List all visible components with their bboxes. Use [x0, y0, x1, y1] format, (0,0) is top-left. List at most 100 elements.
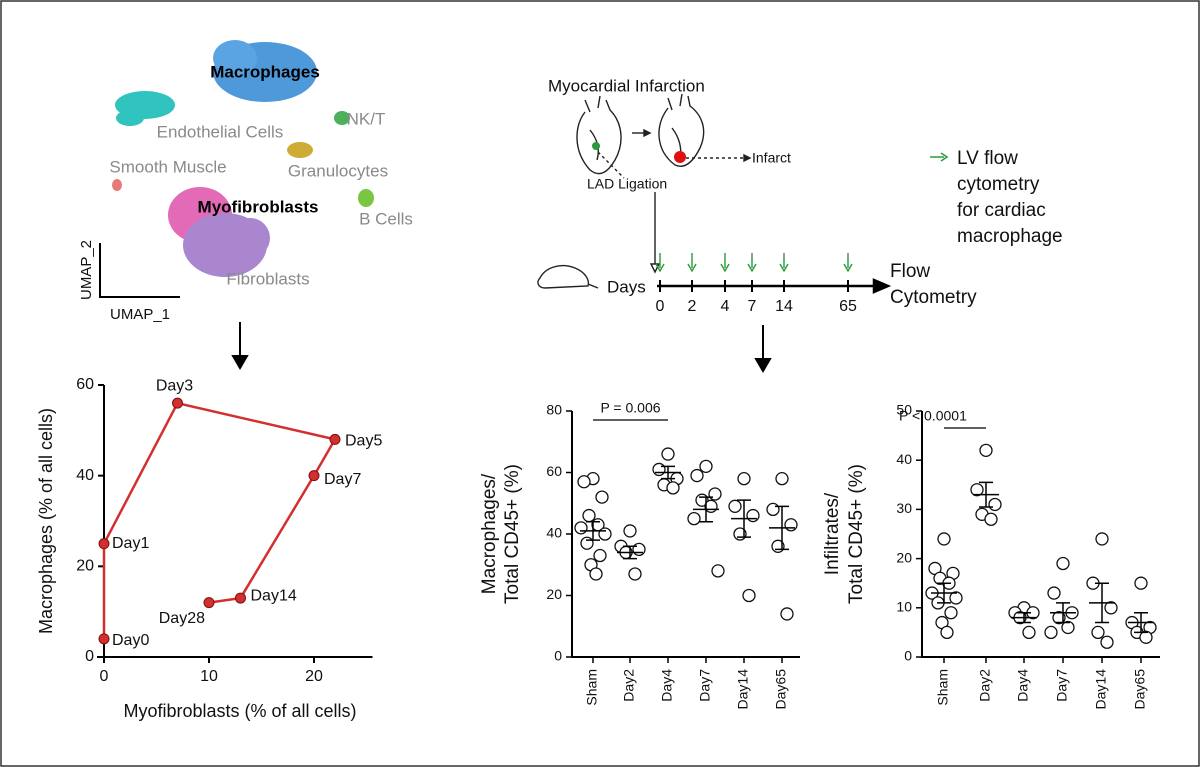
legend-text: for cardiac — [957, 200, 1046, 221]
data-point — [623, 524, 637, 538]
y-tick-label: 20 — [76, 558, 94, 575]
legend-text: cytometry — [957, 174, 1040, 195]
cluster-label: Macrophages — [210, 62, 320, 81]
error-bar — [1017, 611, 1031, 624]
data-point — [742, 588, 756, 603]
category-label: Day14 — [735, 669, 751, 710]
error-bar — [737, 499, 751, 538]
error-bar — [623, 545, 637, 560]
category-label: Sham — [935, 669, 951, 706]
point-label: Day1 — [112, 535, 149, 552]
category-label: Day4 — [659, 669, 675, 702]
data-point — [589, 567, 603, 581]
ligation-label: LAD Ligation — [587, 176, 667, 192]
data-point — [580, 536, 594, 550]
data-point — [1139, 630, 1153, 644]
y-axis-label: Infiltrates/ — [822, 492, 843, 575]
data-point — [632, 542, 646, 557]
data-point — [737, 471, 751, 486]
legend-text: macrophage — [957, 226, 1063, 247]
timeline-day: 2 — [688, 298, 697, 315]
data-point — [728, 499, 742, 513]
category-label: Day65 — [773, 669, 789, 710]
data-point — [1052, 610, 1066, 625]
umap-axes — [99, 243, 180, 298]
error-bar — [586, 520, 600, 541]
x-axis-label: Myofibroblasts (% of all cells) — [123, 701, 356, 721]
category-label: Sham — [584, 669, 600, 706]
cluster-label: NK/T — [347, 109, 386, 128]
error-bar — [979, 481, 993, 508]
data-point — [690, 468, 704, 483]
legend-arrow — [930, 152, 949, 162]
point — [235, 592, 246, 604]
cluster-label: B Cells — [359, 209, 413, 228]
data-point — [1044, 625, 1058, 640]
sample-arrow-head — [747, 263, 757, 273]
schematic-title: Myocardial Infarction — [548, 76, 705, 95]
point-label: Day5 — [345, 433, 382, 450]
timeline-day: 14 — [775, 298, 793, 315]
data-point — [1104, 601, 1118, 615]
category-label: Day14 — [1093, 669, 1109, 710]
x-tick-label: 10 — [200, 668, 218, 685]
cluster-label: Granulocytes — [288, 161, 388, 180]
timeline — [657, 278, 892, 294]
sample-arrow-head — [843, 263, 853, 273]
data-point — [1100, 635, 1114, 649]
error-bar — [775, 505, 789, 551]
category-label: Day7 — [1054, 669, 1070, 702]
x-tick-label: 20 — [305, 668, 323, 685]
ligation-site — [592, 142, 600, 150]
data-point — [711, 564, 725, 578]
point — [98, 633, 110, 645]
y-axis-label: Total CD45+ (%) — [846, 464, 867, 604]
sample-arrow-head — [687, 263, 697, 273]
category-label: Day2 — [977, 669, 993, 702]
y-tick-label: 40 — [546, 525, 562, 541]
data-point — [1061, 620, 1075, 635]
error-bar — [937, 582, 951, 604]
point-label: Day3 — [156, 377, 193, 394]
y-tick-label: 60 — [76, 376, 94, 393]
data-point — [708, 487, 722, 501]
data-point — [780, 607, 794, 621]
y-tick-label: 40 — [76, 467, 94, 484]
data-point — [984, 512, 998, 526]
data-point — [598, 527, 612, 541]
umap-clusters — [112, 40, 374, 277]
sample-arrow-head — [779, 263, 789, 273]
data-point — [1022, 625, 1036, 640]
data-point — [687, 511, 701, 526]
timeline-day: 65 — [839, 298, 857, 315]
timeline-day: 4 — [721, 298, 730, 315]
point — [329, 433, 341, 445]
data-point — [1095, 532, 1109, 546]
y-tick-label: 0 — [85, 648, 94, 665]
y-axis-label: Macrophages/ — [479, 473, 500, 594]
point-label: Day0 — [112, 632, 149, 649]
schematic-art — [537, 93, 752, 289]
legend-text: LV flow — [957, 148, 1018, 169]
y-tick-label: 10 — [896, 599, 912, 615]
umap-axis-label: UMAP_2 — [78, 240, 95, 300]
timeline-day: 0 — [656, 298, 665, 315]
y-tick-label: 20 — [896, 549, 912, 565]
y-tick-label: 30 — [896, 500, 912, 516]
arrows — [231, 322, 772, 373]
data-point — [775, 471, 789, 486]
data-point — [1134, 576, 1148, 590]
cluster-label: Endothelial Cells — [157, 122, 284, 141]
data-point — [940, 625, 954, 640]
data-point — [784, 518, 798, 532]
sample-arrow-head — [655, 263, 665, 273]
infarct-label: Infarct — [752, 150, 791, 166]
data-point — [704, 499, 718, 513]
data-point — [988, 497, 1002, 512]
data-point — [661, 447, 675, 461]
data-point — [577, 475, 591, 489]
data-point — [1056, 556, 1070, 571]
category-label: Day65 — [1132, 669, 1148, 710]
error-bar — [1056, 602, 1070, 624]
